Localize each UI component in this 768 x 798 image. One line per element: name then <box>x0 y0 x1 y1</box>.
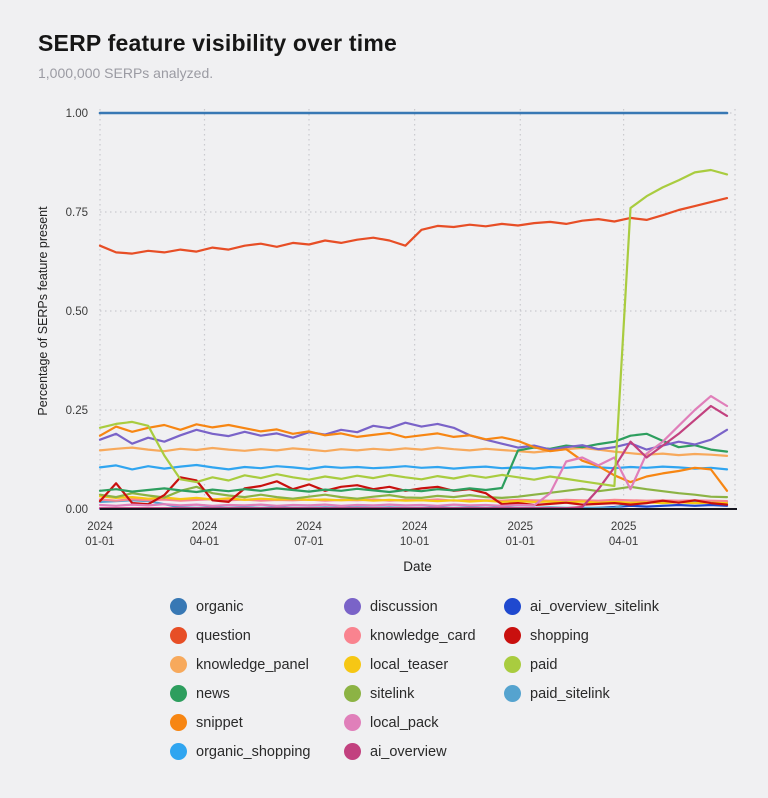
legend-item-news: news <box>170 684 344 703</box>
legend-item-sitelink: sitelink <box>344 684 504 703</box>
legend-dot-icon <box>504 598 521 615</box>
legend-dot-icon <box>344 685 361 702</box>
legend-label: organic <box>196 598 244 615</box>
legend-item-local_teaser: local_teaser <box>344 655 504 674</box>
legend-dot-icon <box>344 598 361 615</box>
legend-dot-icon <box>170 714 187 731</box>
legend-label: ai_overview_sitelink <box>530 598 659 615</box>
legend-dot-icon <box>344 714 361 731</box>
legend-item-organic_shopping: organic_shopping <box>170 742 344 761</box>
x-tick-label: 07-01 <box>294 536 323 548</box>
y-tick-label: 0.50 <box>66 306 88 318</box>
x-tick-label: 2024 <box>87 521 113 533</box>
series-knowledge_panel <box>98 446 729 457</box>
legend-item-knowledge_panel: knowledge_panel <box>170 655 344 674</box>
legend-label: paid_sitelink <box>530 685 610 702</box>
legend-dot-icon <box>170 743 187 760</box>
chart-subtitle: 1,000,000 SERPs analyzed. <box>38 65 214 81</box>
series-news <box>98 432 729 494</box>
legend-label: question <box>196 627 251 644</box>
x-tick-label: 10-01 <box>400 536 429 548</box>
legend-label: news <box>196 685 230 702</box>
series-ai_overview <box>98 404 729 510</box>
y-tick-label: 0.25 <box>66 405 88 417</box>
series-paid <box>98 168 729 488</box>
legend-dot-icon <box>170 627 187 644</box>
legend-item-organic: organic <box>170 597 344 616</box>
chart-title: SERP feature visibility over time <box>38 30 397 56</box>
legend-dot-icon <box>504 685 521 702</box>
x-tick-label: 04-01 <box>190 536 219 548</box>
legend-label: knowledge_card <box>370 627 476 644</box>
legend-item-snippet: snippet <box>170 713 344 732</box>
y-tick-label: 0.00 <box>66 504 88 516</box>
legend-item-paid: paid <box>504 655 659 674</box>
chart-header: SERP feature visibility over time 1,000,… <box>0 0 768 81</box>
legend-label: ai_overview <box>370 743 447 760</box>
legend-column: ai_overview_sitelink shopping paid paid_sit… <box>504 597 659 761</box>
legend-label: sitelink <box>370 685 415 702</box>
series-local_teaser <box>98 495 729 505</box>
legend-label: knowledge_panel <box>196 656 309 673</box>
x-tick-label: 2024 <box>192 521 218 533</box>
legend-item-discussion: discussion <box>344 597 504 616</box>
x-tick-label: 2025 <box>507 521 533 533</box>
legend-dot-icon <box>344 656 361 673</box>
series-local_pack <box>98 395 729 507</box>
series-organic_shopping <box>98 463 729 471</box>
legend-label: local_teaser <box>370 656 449 673</box>
legend-dot-icon <box>170 598 187 615</box>
legend-label: organic_shopping <box>196 743 311 760</box>
x-axis-title: Date <box>403 559 432 574</box>
legend-dot-icon <box>344 743 361 760</box>
line-chart: 1.00 0.75 0.50 0.25 0.00 2024 01-01 2024 04-01 20… <box>36 108 737 574</box>
legend-item-shopping: shopping <box>504 626 659 645</box>
series-question <box>98 196 729 255</box>
x-tick-label: 01-01 <box>506 536 535 548</box>
legend-label: snippet <box>196 714 243 731</box>
y-tick-label: 0.75 <box>66 207 88 219</box>
x-tick-label: 01-01 <box>85 536 114 548</box>
legend-item-ai_overview: ai_overview <box>344 742 504 761</box>
legend-dot-icon <box>170 656 187 673</box>
series-snippet <box>98 423 729 492</box>
legend-label: local_pack <box>370 714 439 731</box>
x-tick-label: 04-01 <box>609 536 638 548</box>
legend-item-ai_overview_sitelink: ai_overview_sitelink <box>504 597 659 616</box>
legend-label: shopping <box>530 627 589 644</box>
x-tick-label: 2024 <box>296 521 322 533</box>
legend-item-question: question <box>170 626 344 645</box>
legend-dot-icon <box>344 627 361 644</box>
legend-item-local_pack: local_pack <box>344 713 504 732</box>
legend-label: paid <box>530 656 558 673</box>
y-axis-title: Percentage of SERPs feature present <box>36 206 50 416</box>
legend-item-paid_sitelink: paid_sitelink <box>504 684 659 703</box>
y-tick-label: 1.00 <box>66 108 88 120</box>
x-tick-label: 2024 <box>402 521 428 533</box>
x-tick-label: 2025 <box>611 521 637 533</box>
legend-label: discussion <box>370 598 438 615</box>
legend-dot-icon <box>170 685 187 702</box>
legend-item-knowledge_card: knowledge_card <box>344 626 504 645</box>
legend-dot-icon <box>504 627 521 644</box>
legend-dot-icon <box>504 656 521 673</box>
series-discussion <box>98 421 729 451</box>
